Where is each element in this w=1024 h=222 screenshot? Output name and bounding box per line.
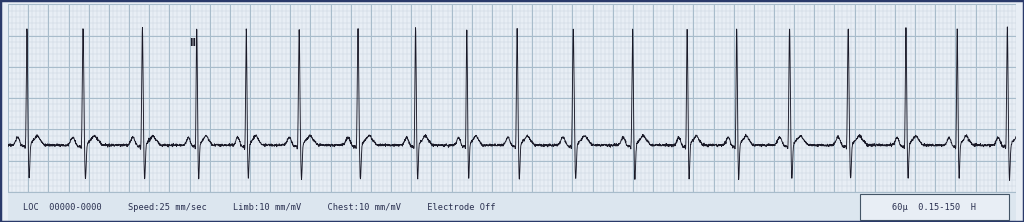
Text: II: II (189, 38, 197, 48)
Text: LOC  00000-0000     Speed:25 mm/sec     Limb:10 mm/mV     Chest:10 mm/mV     Ele: LOC 00000-0000 Speed:25 mm/sec Limb:10 m… (24, 203, 496, 212)
FancyBboxPatch shape (859, 194, 1009, 220)
Text: 60μ  0.15-150  H: 60μ 0.15-150 H (892, 202, 976, 212)
